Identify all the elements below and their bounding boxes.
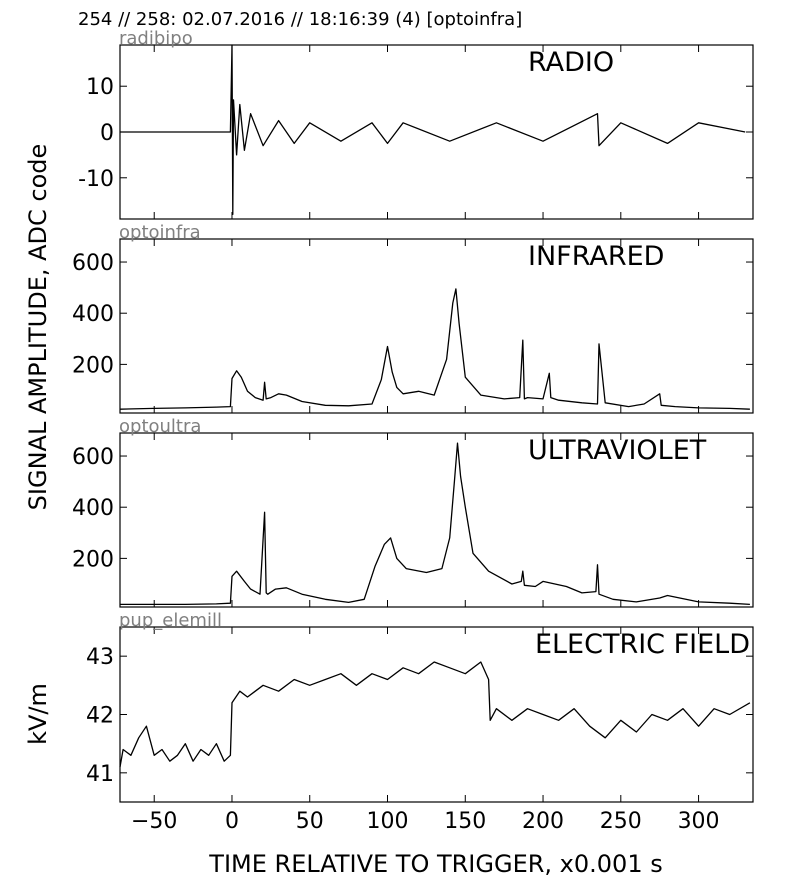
electric-field-ytick-label: 41 [86, 762, 114, 787]
panels: 100-10RADIOradibipo600400200INFRAREDopto… [72, 28, 754, 834]
ultraviolet-ytick-label: 200 [72, 547, 114, 572]
infrared-series-line [119, 288, 750, 410]
x-tick-label: 0 [225, 809, 239, 834]
x-axis-title: TIME RELATIVE TO TRIGGER, x0.001 s [208, 850, 662, 878]
event-info-header: 254 // 258: 02.07.2016 // 18:16:39 (4) [… [78, 9, 522, 30]
shared-y-axis-title: SIGNAL AMPLITUDE, ADC code [24, 144, 52, 511]
radio-panel: 10 0 -10 RADIO radibipo [78, 28, 754, 220]
ultraviolet-panel-title: ULTRAVIOLET [528, 435, 707, 466]
infrared-ytick-label: 200 [72, 353, 114, 378]
x-tick-label: 100 [367, 809, 409, 834]
radio-ytick-label: 0 [100, 121, 114, 146]
electric-field-panel-title: ELECTRIC FIELD [535, 629, 750, 660]
x-tick-label: 250 [600, 809, 642, 834]
radio-ytick-label: -10 [78, 167, 114, 192]
ultraviolet-panel: 600 400 200 ULTRAVIOLET optoultra [72, 416, 754, 608]
x-tick-label: 300 [678, 809, 720, 834]
ultraviolet-series-line [120, 442, 750, 606]
infrared-ytick-label: 400 [72, 302, 114, 327]
radio-ytick-label: 10 [86, 75, 114, 100]
electric-field-series-line [119, 661, 751, 768]
radio-panel-title: RADIO [528, 47, 614, 78]
infrared-plot-frame [119, 238, 754, 414]
x-tick-label: 50 [296, 809, 324, 834]
infrared-ytick-label: 600 [72, 251, 114, 276]
ultraviolet-ytick-label: 600 [72, 445, 114, 470]
x-tick-label: 200 [522, 809, 564, 834]
x-tick-label: 150 [444, 809, 486, 834]
x-tick-label: −50 [131, 809, 177, 834]
radio-series-line [120, 44, 746, 216]
electric-field-channel-label: pup_elemill [119, 610, 222, 631]
ultraviolet-plot-frame [119, 432, 754, 608]
ultraviolet-channel-label: optoultra [119, 416, 201, 437]
infrared-panel: 600 400 200 INFRARED optoinfra [72, 222, 754, 414]
electric-field-ytick-label: 42 [86, 704, 114, 729]
electric-field-y-axis-title: kV/m [24, 683, 52, 745]
infrared-panel-title: INFRARED [528, 241, 664, 272]
infrared-channel-label: optoinfra [119, 222, 201, 243]
electric-field-ytick-label: 43 [86, 645, 114, 670]
radio-channel-label: radibipo [119, 28, 193, 49]
electric-field-panel: 43 42 41 −50 0 50 100 150 200 250 300 ELECTRIC FIEL… [86, 610, 754, 834]
ultraviolet-ytick-label: 400 [72, 496, 114, 521]
